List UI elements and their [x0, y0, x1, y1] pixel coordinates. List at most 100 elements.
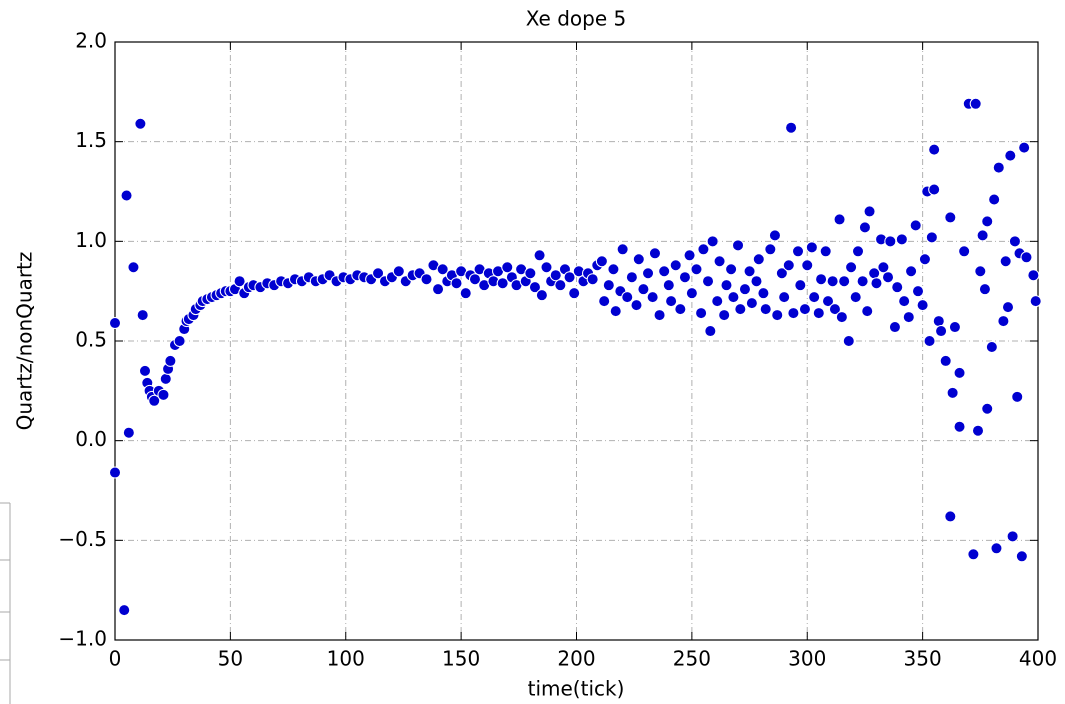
point: [138, 364, 151, 377]
point: [173, 335, 186, 347]
point: [981, 215, 994, 228]
point: [997, 315, 1010, 328]
point: [861, 305, 874, 318]
point: [718, 309, 731, 322]
point: [833, 213, 846, 226]
x-tick-label: 200: [557, 647, 595, 671]
point: [745, 297, 758, 310]
x-tick-label: 100: [327, 647, 365, 671]
point: [695, 307, 708, 320]
point: [948, 321, 961, 334]
point: [134, 117, 147, 130]
point: [669, 259, 682, 272]
point: [637, 283, 650, 296]
point: [727, 291, 740, 304]
point: [812, 307, 825, 320]
point: [974, 265, 987, 278]
point: [1006, 530, 1019, 543]
point: [420, 273, 433, 286]
point: [775, 267, 788, 280]
y-tick-label: −1.0: [58, 627, 107, 651]
point: [450, 277, 463, 290]
plot-frame: [114, 41, 1039, 641]
point: [702, 275, 715, 288]
x-tick-label: 0: [109, 647, 122, 671]
point: [988, 193, 1001, 206]
point: [870, 277, 883, 290]
point: [528, 281, 541, 294]
point: [540, 261, 553, 274]
point: [602, 279, 615, 292]
point: [549, 269, 562, 282]
point: [1004, 149, 1017, 162]
point: [785, 121, 798, 134]
point: [725, 263, 738, 276]
point: [535, 289, 548, 302]
point: [697, 243, 710, 256]
point: [632, 253, 645, 266]
point: [838, 275, 851, 288]
point: [625, 271, 638, 284]
point: [720, 279, 733, 292]
point: [985, 340, 998, 353]
point: [372, 267, 385, 280]
point: [109, 317, 121, 330]
y-tick-label: 1.0: [75, 228, 107, 252]
point: [713, 255, 726, 268]
point: [976, 229, 989, 242]
point: [958, 245, 971, 258]
point: [990, 542, 1003, 555]
point: [658, 265, 671, 278]
point: [835, 311, 848, 324]
y-tick-label: 0.0: [75, 427, 107, 451]
point: [953, 366, 966, 379]
y-tick-label: 2.0: [75, 29, 107, 53]
point: [925, 231, 938, 244]
y-axis-label: Quartz/nonQuartz: [13, 252, 37, 431]
point: [884, 235, 897, 248]
point: [992, 161, 1005, 174]
point: [805, 241, 818, 254]
point: [630, 299, 643, 312]
point: [822, 295, 835, 308]
point: [122, 426, 135, 439]
point: [118, 604, 131, 617]
x-tick-label: 350: [904, 647, 942, 671]
point: [909, 219, 922, 232]
point: [819, 245, 832, 258]
point: [858, 221, 871, 234]
point: [852, 245, 865, 258]
chart-title: Xe dope 5: [526, 7, 626, 31]
point: [978, 283, 991, 296]
x-tick-label: 150: [442, 647, 480, 671]
point: [595, 255, 608, 268]
point: [882, 271, 895, 284]
point: [554, 279, 567, 292]
point: [794, 279, 807, 292]
x-tick-label: 400: [1019, 647, 1057, 671]
point: [1015, 550, 1028, 563]
point: [826, 275, 839, 288]
point: [891, 281, 904, 294]
point: [468, 273, 481, 286]
x-axis-label: time(tick): [528, 677, 625, 701]
point: [946, 386, 959, 399]
point: [598, 295, 611, 308]
point: [1002, 301, 1015, 314]
point: [662, 279, 675, 292]
point: [653, 309, 666, 322]
point: [856, 275, 869, 288]
point: [109, 466, 121, 479]
point: [648, 247, 661, 260]
point: [665, 295, 678, 308]
point: [768, 229, 781, 242]
point: [895, 233, 908, 246]
x-tick-label: 300: [788, 647, 826, 671]
point: [1018, 141, 1031, 154]
point: [711, 295, 724, 308]
point: [436, 263, 449, 276]
point: [944, 211, 957, 224]
point: [1008, 235, 1021, 248]
point: [734, 303, 747, 316]
